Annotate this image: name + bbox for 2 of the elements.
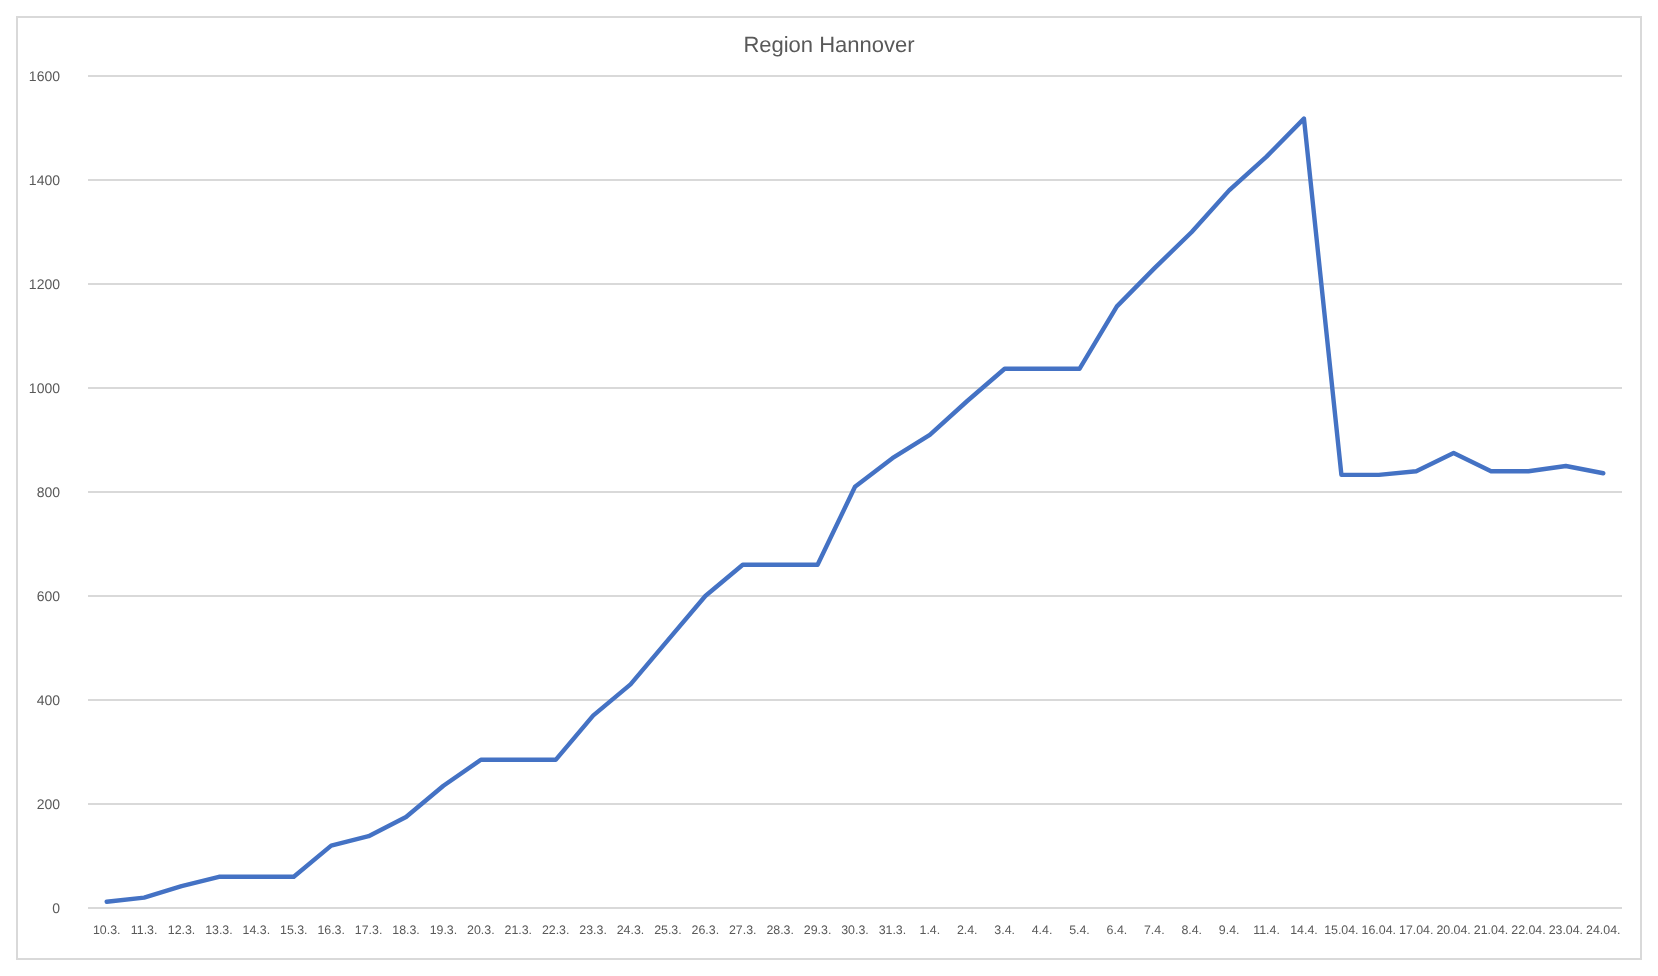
chart-title: Region Hannover [743,34,916,58]
line-series [104,116,1606,904]
